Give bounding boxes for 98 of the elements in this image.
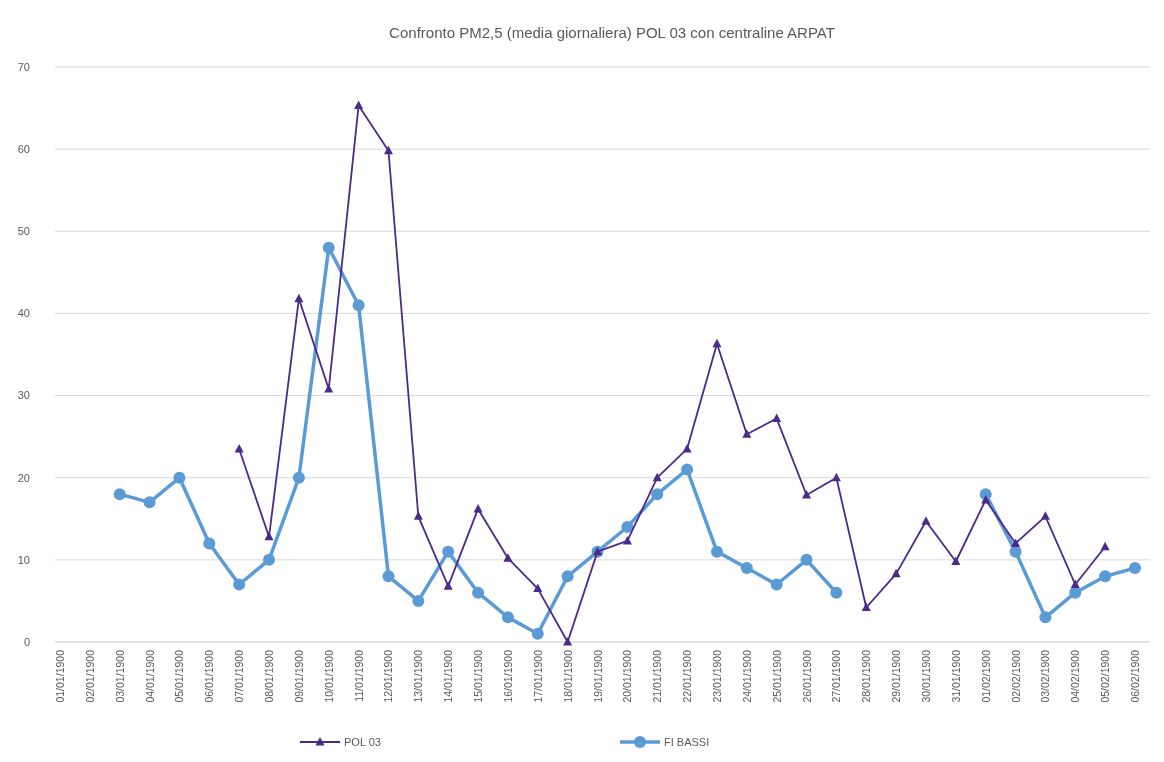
x-tick-label: 25/01/1900 <box>770 649 783 703</box>
y-tick-label: 70 <box>17 60 30 73</box>
point <box>921 516 931 525</box>
x-tick-label: 03/01/1900 <box>113 649 126 703</box>
point <box>1039 611 1052 624</box>
x-tick-label: 17/01/1900 <box>531 649 544 703</box>
point <box>951 556 961 565</box>
point <box>891 568 901 578</box>
y-tick-label: 40 <box>17 307 30 320</box>
x-tick-label: 01/02/1900 <box>979 649 992 703</box>
point <box>710 545 723 558</box>
x-tick-label: 12/01/1900 <box>382 649 395 703</box>
point <box>563 637 573 646</box>
x-tick-label: 30/01/1900 <box>919 649 932 703</box>
y-tick-label: 30 <box>17 389 30 402</box>
chart-title: Confronto PM2,5 (media giornaliera) POL 03 con centraline ARPAT <box>389 24 835 41</box>
x-tick-label: 24/01/1900 <box>740 649 753 703</box>
x-tick-label: 29/01/1900 <box>890 649 903 703</box>
point <box>531 627 544 640</box>
x-tick-label: 28/01/1900 <box>860 649 873 703</box>
x-tick-label: 31/01/1900 <box>949 649 962 703</box>
point <box>652 472 662 482</box>
x-tick-label: 13/01/1900 <box>412 649 425 703</box>
point <box>354 100 364 110</box>
point <box>622 535 632 545</box>
x-tick-label: 06/02/1900 <box>1129 649 1141 703</box>
point <box>861 602 871 611</box>
point <box>742 429 752 438</box>
point <box>1011 538 1021 547</box>
point <box>322 241 335 254</box>
x-tick-label: 14/01/1900 <box>442 649 455 703</box>
point <box>830 586 843 599</box>
x-tick-label: 05/01/1900 <box>173 649 186 703</box>
x-tick-label: 06/01/1900 <box>203 649 216 703</box>
x-tick-label: 22/01/1900 <box>681 649 694 703</box>
x-tick-label: 20/01/1900 <box>621 649 634 703</box>
x-tick-label: 21/01/1900 <box>651 649 664 703</box>
x-tick-label: 18/01/1900 <box>561 649 574 703</box>
point <box>383 145 393 155</box>
point <box>352 299 365 312</box>
point <box>501 611 514 624</box>
point <box>740 562 753 575</box>
point <box>772 413 782 423</box>
x-tick-label: 08/01/1900 <box>263 649 276 703</box>
point <box>1040 511 1050 520</box>
x-tick-label: 27/01/1900 <box>830 649 843 703</box>
point <box>292 471 305 484</box>
x-tick-label: 05/02/1900 <box>1099 649 1112 703</box>
legend-label: POL 03 <box>344 735 381 748</box>
x-tick-label: 10/01/1900 <box>322 649 335 703</box>
x-tick-label: 02/02/1900 <box>1009 649 1022 703</box>
y-tick-label: 50 <box>17 225 30 238</box>
point <box>800 553 813 566</box>
point <box>621 521 634 533</box>
point <box>203 537 216 550</box>
x-tick-label: 23/01/1900 <box>710 649 723 703</box>
point <box>413 511 423 520</box>
point <box>324 384 334 393</box>
x-tick-label: 07/01/1900 <box>233 649 246 703</box>
y-tick-label: 20 <box>17 471 30 484</box>
point <box>503 553 513 562</box>
x-tick-label: 19/01/1900 <box>591 649 604 703</box>
y-tick-label: 10 <box>17 553 30 566</box>
point <box>294 293 304 303</box>
point <box>113 488 126 501</box>
point <box>382 570 395 583</box>
x-tick-label: 01/01/1900 <box>54 649 66 703</box>
point <box>173 471 186 484</box>
point <box>1100 541 1110 551</box>
point <box>561 570 574 583</box>
point <box>233 578 246 591</box>
point <box>1129 562 1141 575</box>
point <box>651 488 664 501</box>
point <box>1070 579 1080 588</box>
point <box>981 494 991 504</box>
x-tick-label: 04/01/1900 <box>143 649 156 703</box>
point <box>770 578 783 591</box>
point <box>263 553 276 566</box>
point <box>442 545 455 558</box>
point <box>443 581 453 590</box>
point <box>681 463 694 476</box>
x-tick-label: 16/01/1900 <box>501 649 514 703</box>
x-tick-label: 26/01/1900 <box>800 649 813 703</box>
point <box>472 586 485 599</box>
y-tick-label: 60 <box>17 142 30 155</box>
point <box>533 583 543 593</box>
legend-label: FI BASSI <box>664 735 710 748</box>
x-tick-label: 03/02/1900 <box>1039 649 1052 703</box>
x-tick-label: 04/02/1900 <box>1069 649 1082 703</box>
point <box>1099 570 1112 583</box>
point <box>412 594 425 607</box>
x-tick-label: 11/01/1900 <box>352 649 365 702</box>
x-tick-label: 09/01/1900 <box>292 649 305 703</box>
y-tick-label: 0 <box>23 635 30 648</box>
x-tick-label: 02/01/1900 <box>83 649 96 703</box>
point <box>143 496 156 509</box>
x-tick-label: 15/01/1900 <box>472 649 485 703</box>
point <box>831 472 841 482</box>
